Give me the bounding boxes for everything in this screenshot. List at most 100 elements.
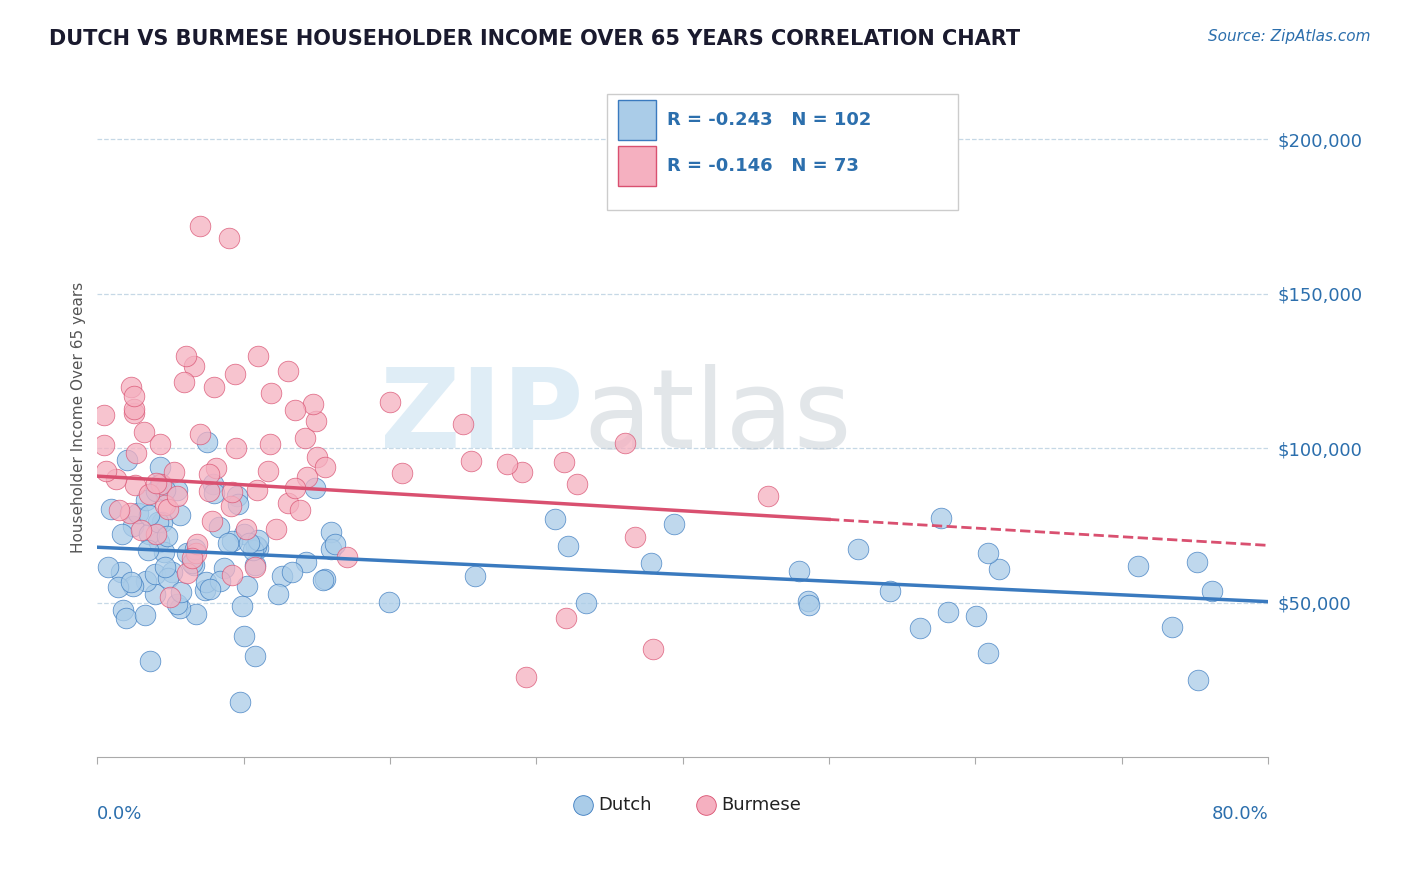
Text: R = -0.146   N = 73: R = -0.146 N = 73: [668, 157, 859, 175]
Point: [554, 611, 576, 625]
Point: [567, 477, 589, 491]
Point: [198, 582, 221, 597]
Point: [157, 501, 180, 516]
Point: [378, 395, 401, 409]
Point: [756, 489, 779, 503]
Point: [219, 500, 242, 514]
Point: [173, 376, 195, 390]
Point: [264, 522, 287, 536]
Point: [108, 502, 131, 516]
Point: [270, 569, 292, 583]
Point: [640, 556, 662, 570]
Point: [391, 466, 413, 480]
Point: [163, 465, 186, 479]
Point: [183, 359, 205, 373]
Point: [226, 489, 249, 503]
Point: [575, 596, 598, 610]
Point: [195, 435, 218, 450]
Point: [134, 607, 156, 622]
Point: [613, 435, 636, 450]
Point: [544, 512, 567, 526]
Point: [122, 518, 145, 533]
Point: [936, 605, 959, 619]
Point: [378, 595, 401, 609]
Point: [226, 497, 249, 511]
Point: [789, 564, 811, 578]
Point: [693, 750, 716, 764]
Point: [231, 599, 253, 614]
Point: [1161, 620, 1184, 634]
Point: [302, 397, 325, 411]
Point: [977, 546, 1000, 560]
Point: [124, 389, 146, 403]
Point: [194, 574, 217, 589]
Point: [153, 560, 176, 574]
Point: [319, 525, 342, 540]
Point: [110, 565, 132, 579]
Point: [205, 460, 228, 475]
Point: [243, 558, 266, 572]
Point: [194, 583, 217, 598]
Point: [247, 533, 270, 547]
Point: [198, 467, 221, 481]
Text: 0.0%: 0.0%: [97, 805, 143, 823]
Point: [93, 438, 115, 452]
Point: [166, 597, 188, 611]
Point: [294, 431, 316, 445]
Point: [155, 498, 177, 512]
Point: [149, 437, 172, 451]
Point: [217, 536, 239, 550]
Point: [553, 455, 575, 469]
Point: [1185, 555, 1208, 569]
Text: Dutch: Dutch: [599, 796, 652, 814]
Point: [623, 530, 645, 544]
Point: [121, 578, 143, 592]
Point: [111, 603, 134, 617]
Point: [201, 514, 224, 528]
Point: [157, 571, 180, 585]
Point: [120, 506, 142, 520]
Text: atlas: atlas: [583, 364, 852, 471]
Point: [159, 591, 181, 605]
Point: [115, 611, 138, 625]
Point: [120, 379, 142, 393]
Text: 80.0%: 80.0%: [1212, 805, 1268, 823]
Point: [304, 481, 326, 495]
Point: [557, 540, 579, 554]
Point: [93, 408, 115, 422]
Text: R = -0.243   N = 102: R = -0.243 N = 102: [668, 112, 872, 129]
Point: [204, 379, 226, 393]
Point: [146, 515, 169, 529]
Point: [150, 515, 173, 529]
Point: [150, 477, 173, 491]
Point: [277, 495, 299, 509]
Point: [153, 483, 176, 497]
Point: [148, 535, 170, 549]
Point: [169, 584, 191, 599]
Point: [156, 529, 179, 543]
Point: [284, 481, 307, 495]
Y-axis label: Householder Income Over 65 years: Householder Income Over 65 years: [72, 282, 86, 553]
Point: [181, 550, 204, 565]
Point: [451, 417, 474, 431]
Point: [235, 522, 257, 536]
Point: [104, 472, 127, 486]
Point: [100, 502, 122, 516]
Point: [149, 477, 172, 491]
Text: ZIP: ZIP: [380, 364, 583, 471]
Point: [145, 484, 167, 499]
Point: [186, 537, 208, 551]
Point: [176, 546, 198, 560]
Point: [796, 593, 818, 607]
Point: [797, 598, 820, 612]
Point: [643, 642, 665, 657]
Point: [138, 508, 160, 522]
Point: [319, 541, 342, 556]
Point: [246, 483, 269, 498]
Point: [221, 485, 243, 500]
Point: [257, 464, 280, 478]
Point: [243, 560, 266, 574]
Point: [143, 566, 166, 581]
Point: [122, 406, 145, 420]
Point: [1201, 583, 1223, 598]
